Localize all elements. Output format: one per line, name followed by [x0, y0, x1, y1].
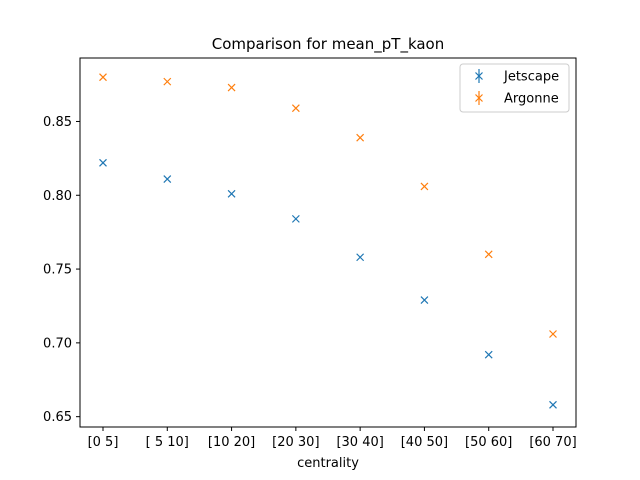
plot-frame: [79, 57, 577, 428]
y-tick-label: 0.65: [43, 410, 72, 425]
data-point-argonne: [549, 330, 557, 338]
legend-label: Jetscape: [503, 70, 559, 85]
legend-marker-jetscape: [475, 72, 483, 80]
data-point-argonne: [99, 73, 107, 82]
legend-marker-argonne: [475, 94, 483, 102]
data-point-argonne: [420, 182, 429, 191]
legend-label: Argonne: [504, 92, 559, 107]
data-point-jetscape: [420, 296, 429, 304]
y-tick-label: 0.70: [43, 336, 72, 351]
data-point-argonne: [227, 83, 236, 92]
legend-entry-argonne: Argonne: [475, 91, 559, 107]
data-point-jetscape: [291, 214, 300, 223]
x-tick-label: [ 5 10]: [146, 435, 189, 450]
x-tick-label: [30 40]: [336, 435, 383, 450]
legend-box: [459, 63, 570, 113]
chart-title: Comparison for mean_pT_kaon: [212, 35, 445, 54]
data-point-jetscape: [549, 400, 557, 409]
data-point-jetscape: [99, 158, 107, 167]
x-tick-label: [10 20]: [208, 435, 255, 450]
data-point-jetscape: [356, 253, 365, 262]
data-point-argonne: [163, 77, 172, 86]
legend-entry-jetscape: Jetscape: [475, 69, 559, 85]
x-tick-label: [20 30]: [272, 435, 319, 450]
x-tick-label: [60 70]: [529, 435, 576, 450]
plot-area: [0 5] [ 5 10] [10 20] [20 30] [30 40] [40 50]…: [43, 57, 577, 450]
data-point-jetscape: [484, 350, 493, 359]
data-point-jetscape: [227, 189, 236, 198]
x-tick-label: [40 50]: [401, 435, 448, 450]
data-point-argonne: [356, 133, 365, 142]
x-axis-label: centrality: [297, 456, 359, 471]
y-tick-label: 0.80: [43, 189, 72, 204]
data-point-jetscape: [163, 175, 172, 183]
data-point-argonne: [291, 104, 300, 113]
x-tick-label: [50 60]: [465, 435, 512, 450]
legend: Jetscape Argonne: [459, 63, 570, 113]
data-point-argonne: [484, 250, 493, 259]
y-tick-label: 0.75: [43, 263, 72, 278]
x-tick-label: [0 5]: [88, 435, 119, 450]
y-tick-label: 0.85: [43, 115, 72, 130]
